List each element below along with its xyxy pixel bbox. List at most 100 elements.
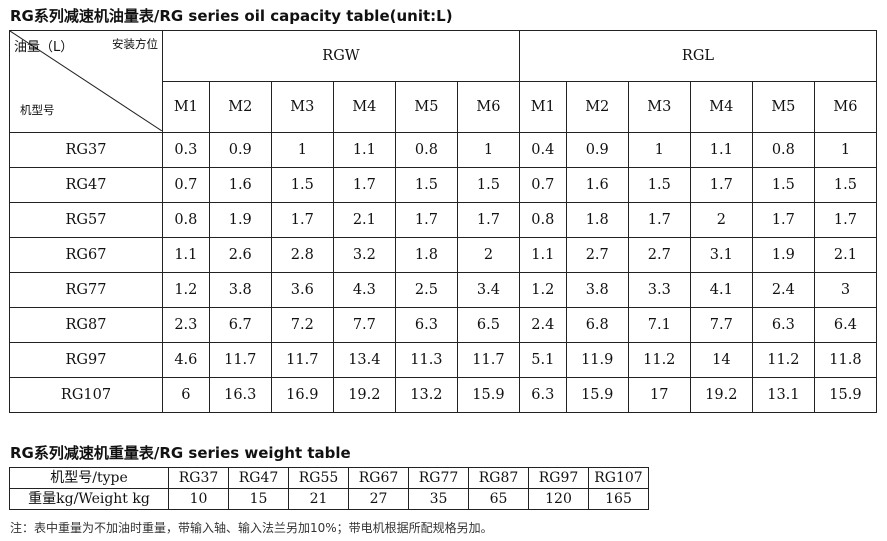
oil-table-row: RG67 1.1 2.6 2.8 3.2 1.8 2 1.1 2.7 2.7 3.1 1.9 2.1: [9, 237, 878, 273]
type-cell: RG37: [168, 467, 229, 489]
weight-table: 机型号/type RG37 RG47 RG55 RG67 RG77 RG87 RG97 RG1…: [9, 467, 649, 510]
oil-group-header-row: 油量（L） 安装方位 机型号 RGW RGL: [9, 30, 878, 133]
oil-value-cell: 15.9: [456, 377, 520, 413]
oil-value-cell: 1: [270, 132, 334, 168]
oil-value-cell: 4.1: [689, 272, 753, 308]
footnote: 注：表中重量为不加油时重量，带输入轴、输入法兰另加10%；带电机根据所配规格另加…: [10, 521, 493, 535]
oil-value-cell: 17: [627, 377, 691, 413]
oil-value-cell: 2.4: [751, 272, 815, 308]
oil-capacity-table: 油量（L） 安装方位 机型号 RGW RGL M1 M2 M3 M4 M5 M6 M1 M2 M…: [9, 30, 878, 413]
oil-value-cell: 1.5: [627, 167, 691, 203]
model-cell: RG87: [9, 307, 163, 343]
oil-value-cell: 0.7: [162, 167, 210, 203]
model-cell: RG107: [9, 377, 163, 413]
oil-value-cell: 0.8: [394, 132, 458, 168]
position-header-cell: M2: [565, 81, 629, 133]
oil-value-cell: 1.1: [689, 132, 753, 168]
model-cell: RG37: [9, 132, 163, 168]
oil-value-cell: 1.6: [565, 167, 629, 203]
model-cell: RG47: [9, 167, 163, 203]
position-header-cell: M1: [518, 81, 567, 133]
oil-value-cell: 3: [813, 272, 878, 308]
oil-value-cell: 2.4: [518, 307, 567, 343]
oil-value-cell: 14: [689, 342, 753, 378]
diagonal-line-icon: [10, 31, 162, 131]
oil-value-cell: 1.9: [208, 202, 272, 238]
oil-value-cell: 1.1: [518, 237, 567, 273]
weight-cell: 65: [468, 488, 529, 510]
oil-value-cell: 6.4: [813, 307, 878, 343]
model-cell: RG67: [9, 237, 163, 273]
corner-label-model: 机型号: [20, 103, 55, 117]
weight-cell: 165: [588, 488, 649, 510]
type-cell: RG107: [588, 467, 649, 489]
oil-value-cell: 15.9: [565, 377, 629, 413]
oil-value-cell: 6.5: [456, 307, 520, 343]
oil-value-cell: 19.2: [689, 377, 753, 413]
oil-corner-cell: 油量（L） 安装方位 机型号: [9, 30, 163, 133]
weight-label-cell: 重量kg/Weight kg: [9, 488, 169, 510]
oil-value-cell: 11.7: [270, 342, 334, 378]
corner-label-oil: 油量（L）: [14, 40, 74, 55]
weight-type-row: 机型号/type RG37 RG47 RG55 RG67 RG77 RG87 RG97 RG1…: [9, 467, 649, 489]
oil-value-cell: 2.3: [162, 307, 210, 343]
oil-value-cell: 15.9: [813, 377, 878, 413]
oil-value-cell: 7.7: [689, 307, 753, 343]
oil-value-cell: 1.9: [751, 237, 815, 273]
position-header-cell: M2: [208, 81, 272, 133]
oil-position-header-row: M1 M2 M3 M4 M5 M6 M1 M2 M3 M4 M5 M6: [10, 81, 878, 133]
oil-value-cell: 1.8: [394, 237, 458, 273]
oil-table-row: RG107 6 16.3 16.9 19.2 13.2 15.9 6.3 15.9 17 19.2 1…: [9, 377, 878, 413]
oil-value-cell: 11.2: [627, 342, 691, 378]
oil-value-cell: 1: [627, 132, 691, 168]
oil-value-cell: 1.5: [813, 167, 878, 203]
model-cell: RG77: [9, 272, 163, 308]
oil-value-cell: 2: [456, 237, 520, 273]
oil-value-cell: 1.5: [456, 167, 520, 203]
oil-value-cell: 7.2: [270, 307, 334, 343]
oil-value-cell: 6.3: [518, 377, 567, 413]
oil-table-row: RG57 0.8 1.9 1.7 2.1 1.7 1.7 0.8 1.8 1.7 2 1.7 1.7: [9, 202, 878, 238]
oil-value-cell: 1.1: [332, 132, 396, 168]
oil-value-cell: 0.7: [518, 167, 567, 203]
oil-value-cell: 2.7: [565, 237, 629, 273]
type-cell: RG67: [348, 467, 409, 489]
oil-value-cell: 3.3: [627, 272, 691, 308]
oil-value-cell: 11.8: [813, 342, 878, 378]
oil-value-cell: 3.1: [689, 237, 753, 273]
weight-cell: 27: [348, 488, 409, 510]
weight-value-row: 重量kg/Weight kg 10 15 21 27 35 65 120 165: [9, 488, 649, 510]
oil-value-cell: 16.3: [208, 377, 272, 413]
oil-value-cell: 4.6: [162, 342, 210, 378]
oil-value-cell: 0.8: [518, 202, 567, 238]
weight-table-title: RG系列减速机重量表/RG series weight table: [10, 444, 351, 462]
oil-value-cell: 1.2: [518, 272, 567, 308]
oil-value-cell: 2.1: [332, 202, 396, 238]
oil-value-cell: 2.1: [813, 237, 878, 273]
oil-value-cell: 1.7: [751, 202, 815, 238]
type-cell: RG47: [228, 467, 289, 489]
oil-value-cell: 16.9: [270, 377, 334, 413]
position-header-cell: M3: [627, 81, 691, 133]
oil-value-cell: 6.8: [565, 307, 629, 343]
oil-value-cell: 13.1: [751, 377, 815, 413]
type-label-cell: 机型号/type: [9, 467, 169, 489]
oil-value-cell: 6.3: [394, 307, 458, 343]
oil-value-cell: 1.7: [394, 202, 458, 238]
oil-value-cell: 1.7: [270, 202, 334, 238]
oil-value-cell: 2: [689, 202, 753, 238]
oil-table-title: RG系列减速机油量表/RG series oil capacity table(…: [10, 7, 453, 25]
type-cell: RG97: [528, 467, 589, 489]
oil-value-cell: 1.5: [751, 167, 815, 203]
oil-value-cell: 0.8: [162, 202, 210, 238]
oil-value-cell: 7.1: [627, 307, 691, 343]
oil-value-cell: 13.2: [394, 377, 458, 413]
position-header-cell: M6: [456, 81, 520, 133]
oil-value-cell: 0.8: [751, 132, 815, 168]
weight-cell: 15: [228, 488, 289, 510]
oil-value-cell: 5.1: [518, 342, 567, 378]
type-cell: RG87: [468, 467, 529, 489]
oil-table-row: RG97 4.6 11.7 11.7 13.4 11.3 11.7 5.1 11.9 11.2 14…: [9, 342, 878, 378]
oil-value-cell: 11.9: [565, 342, 629, 378]
oil-value-cell: 1.8: [565, 202, 629, 238]
